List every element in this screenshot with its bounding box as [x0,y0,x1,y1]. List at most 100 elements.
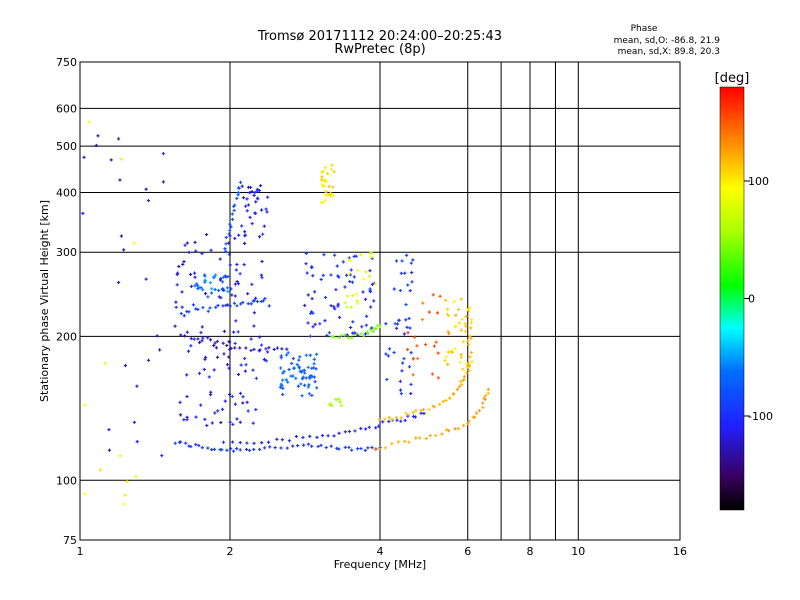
series-2-point-105 [448,396,452,401]
series-10-point-352 [304,376,308,380]
series-20-point-745 [116,137,121,141]
series-19-point-724 [373,282,377,286]
series-1-point-78 [395,418,399,422]
series-8-point-256 [240,184,244,188]
series-2-point-102 [441,399,445,404]
series-3-point-140 [462,424,466,428]
series-10-point-326 [297,365,301,369]
series-13-point-523 [233,236,237,241]
series-0-point-13 [220,448,224,452]
series-2-point-87 [383,417,387,421]
series-2-point-114 [462,375,466,379]
series-0-point-27 [285,446,289,450]
series-12-point-402 [182,314,186,318]
series-1-point-68 [347,429,351,434]
series-17-point-674 [459,355,463,359]
series-13-point-477 [237,233,241,237]
series-6-point-198 [179,311,183,316]
series-0-point-18 [238,448,242,452]
series-14-point-601 [343,285,347,289]
series-12-point-430 [200,339,204,343]
series-13-point-501 [252,324,256,328]
series-18-point-709 [427,310,431,314]
series-12-point-455 [204,232,209,237]
series-10-point-356 [291,356,295,361]
series-15-point-624 [410,280,414,284]
series-10-point-344 [307,375,311,379]
series-11-point-377 [213,287,217,292]
series-12-point-392 [178,400,182,404]
y-tick-label-5: 500 [56,140,77,153]
series-10-point-347 [296,384,300,388]
series-9-point-294 [327,184,331,189]
series-11-point-375 [196,287,200,291]
series-13-point-505 [228,263,232,267]
series-0-point-22 [258,447,262,452]
series-11-point-376 [208,281,213,285]
series-12-point-434 [185,330,189,334]
series-20-point-759 [144,187,148,191]
series-20-point-740 [135,440,139,444]
series-14-point-586 [327,331,331,335]
series-6-point-206 [214,305,218,309]
series-15-point-626 [410,270,414,275]
series-12-point-389 [207,375,211,379]
series-12-point-460 [180,305,184,309]
series-21-point-771 [119,157,124,161]
series-4-point-165 [225,343,229,348]
series-12-point-407 [236,372,241,377]
series-13-point-498 [228,420,232,424]
series-7-point-235 [233,203,237,207]
series-14-point-597 [334,288,338,292]
series-0-point-34 [319,443,323,447]
series-5-point-182 [339,333,344,337]
series-1-point-75 [381,420,385,424]
series-8-point-252 [264,207,268,211]
series-10-point-340 [284,353,289,357]
series-8-point-243 [245,209,249,213]
series-12-point-469 [222,352,226,356]
series-17-point-686 [465,362,469,366]
series-12-point-427 [235,417,239,421]
series-0-point-26 [279,446,283,450]
series-19-point-730 [355,299,359,303]
series-20-point-754 [107,448,112,452]
series-19-point-726 [368,251,372,255]
series-13-point-529 [243,233,247,237]
series-2-point-121 [468,355,472,359]
series-2-point-109 [457,385,461,389]
series-14-point-566 [329,304,333,308]
series-0-point-32 [310,444,314,448]
series-12-point-408 [213,411,217,415]
series-13-point-503 [252,311,256,315]
series-15-point-627 [409,261,413,265]
series-8-point-266 [253,211,258,215]
series-5-point-197 [378,324,382,328]
colorbar-label: [deg] [715,71,750,86]
series-0-point-30 [302,443,306,447]
x-tick-label-4: 8 [527,545,534,558]
series-12-point-423 [187,250,191,255]
series-12-point-471 [219,277,223,281]
series-12-point-439 [234,319,238,323]
series-8-point-248 [253,190,257,195]
series-13-point-478 [267,304,271,308]
series-10-point-354 [303,383,307,387]
series-13-point-484 [232,330,236,334]
series-17-point-680 [450,350,454,354]
series-8-point-261 [255,196,260,200]
series-17-point-662 [443,359,447,363]
series-14-point-592 [336,274,340,278]
series-10-point-341 [284,378,288,382]
series-12-point-406 [231,422,235,426]
series-0-point-33 [316,444,320,449]
series-9-point-290 [330,163,334,167]
series-10-point-299 [281,386,285,390]
series-17-point-651 [457,307,461,312]
series-14-point-576 [370,282,375,287]
series-8-point-259 [258,184,263,188]
series-2-point-122 [469,350,473,355]
series-9-point-287 [320,183,324,187]
series-12-point-441 [183,243,187,247]
series-18-point-710 [435,311,440,315]
